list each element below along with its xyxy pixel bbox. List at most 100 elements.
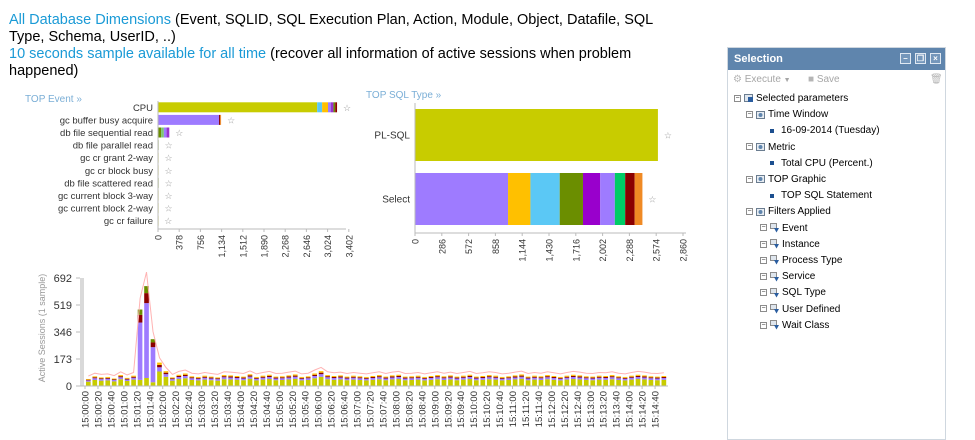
session-bar-segment (357, 378, 363, 381)
session-bar-segment (144, 293, 149, 304)
session-bar-segment (603, 378, 608, 380)
session-bar-segment (629, 375, 634, 377)
tree-node-16-09-2014-tuesday[interactable]: 16-09-2014 (Tuesday) (768, 124, 880, 138)
session-bar-segment (286, 376, 292, 378)
filter-icon (770, 239, 780, 249)
selection-tree: − Selected parameters − Time Window 16-09-20… (728, 92, 945, 352)
session-bar-segment (474, 377, 479, 379)
session-bar-segment (571, 375, 576, 378)
category-label: CPU (133, 103, 153, 114)
session-bar-segment (364, 376, 369, 378)
collapse-icon[interactable]: − (760, 305, 767, 313)
session-bar-segment (370, 377, 376, 379)
session-bar-segment (292, 374, 298, 376)
x-tick-label: 15:02:00 (158, 391, 169, 428)
session-bar-segment (215, 379, 220, 381)
ten-second-sample-link[interactable]: 10 seconds sample available for all time (9, 46, 267, 62)
save-button[interactable]: ■ Save (808, 70, 840, 90)
tree-node-process-type[interactable]: − Process Type (760, 254, 842, 268)
x-tick-label: 15:00:00 (81, 391, 92, 428)
session-bar-segment (558, 376, 563, 378)
session-bar-segment (189, 376, 195, 378)
collapse-icon[interactable]: − (746, 143, 753, 151)
tree-node-sql-type[interactable]: − SQL Type (760, 286, 826, 300)
all-database-dimensions-link[interactable]: All Database Dimensions (9, 12, 171, 28)
x-tick-label: 15:14:20 (638, 391, 649, 428)
collapse-icon[interactable]: − (760, 273, 767, 281)
star-icon: ☆ (175, 128, 183, 138)
tree-node-top-graphic[interactable]: − TOP Graphic (746, 173, 826, 187)
x-tick-label: 15:02:20 (171, 391, 182, 428)
session-bar-segment (344, 378, 350, 381)
collapse-icon[interactable]: − (746, 208, 753, 216)
session-bar-segment (486, 375, 492, 377)
session-bar-segment (273, 376, 279, 378)
restore-icon[interactable]: ❐ (915, 53, 926, 64)
tree-node-time-window[interactable]: − Time Window (746, 108, 828, 122)
x-tick-label: 15:06:00 (314, 391, 325, 428)
y-tick-label: 519 (54, 300, 72, 312)
session-bar-segment (344, 376, 350, 378)
chevron-down-icon: ▼ (783, 77, 791, 84)
x-tick-label: 2,574 (652, 239, 662, 262)
tree-node-user-defined[interactable]: − User Defined (760, 303, 840, 317)
session-bar-segment (616, 378, 621, 381)
tree-node-filters-applied[interactable]: − Filters Applied (746, 205, 831, 219)
session-bar-segment (292, 376, 298, 379)
session-bar-segment (137, 322, 143, 380)
tree-node-top-sql-statement[interactable]: TOP SQL Statement (768, 189, 872, 203)
session-bar-segment (564, 377, 570, 380)
top-event-title[interactable]: TOP Event » (25, 94, 82, 105)
minimize-icon[interactable]: – (900, 53, 911, 64)
session-bar-segment (454, 380, 460, 386)
collapse-icon[interactable]: − (760, 289, 767, 297)
collapse-icon[interactable]: − (760, 224, 767, 232)
trash-icon[interactable]: 🗑 (930, 74, 943, 85)
collapse-icon[interactable]: − (734, 94, 741, 102)
x-tick-label: 2,288 (625, 239, 635, 262)
session-bar-segment (124, 379, 130, 381)
session-bar-segment (493, 379, 499, 386)
session-bar-segment (170, 377, 175, 379)
session-bar-segment (532, 375, 537, 377)
collapse-icon[interactable]: − (760, 240, 767, 248)
tree-node-total-cpu-percent[interactable]: Total CPU (Percent.) (768, 157, 873, 171)
session-bar-segment (195, 376, 201, 378)
session-bar-segment (105, 376, 111, 378)
session-bar-segment (480, 378, 486, 380)
session-bar-segment (92, 376, 98, 378)
tree-node-instance[interactable]: − Instance (760, 238, 820, 252)
session-bar-segment (377, 379, 382, 386)
session-bar-segment (260, 375, 266, 377)
session-bar-segment (564, 376, 570, 378)
tree-node-selected-parameters[interactable]: − Selected parameters (734, 92, 848, 106)
collapse-icon[interactable]: − (760, 321, 767, 329)
collapse-icon[interactable]: − (746, 175, 753, 183)
collapse-icon[interactable]: − (746, 111, 753, 119)
bar-segment (163, 127, 167, 138)
category-label: gc current block 2-way (58, 204, 153, 215)
session-bar-segment (655, 378, 660, 381)
close-icon[interactable]: × (930, 53, 941, 64)
tree-node-event[interactable]: − Event (760, 222, 808, 236)
bullet-icon (770, 161, 774, 166)
session-bar-segment (111, 381, 117, 386)
session-bar-segment (506, 380, 511, 386)
category-label: PL-SQL (374, 131, 410, 142)
tree-node-wait-class[interactable]: − Wait Class (760, 319, 829, 333)
x-tick-label: 15:07:00 (353, 391, 364, 428)
x-tick-label: 15:05:00 (275, 391, 286, 428)
top-sql-type-title[interactable]: TOP SQL Type » (366, 90, 442, 101)
tree-node-metric[interactable]: − Metric (746, 141, 795, 155)
collapse-icon[interactable]: − (760, 256, 767, 264)
tree-node-service[interactable]: − Service (760, 270, 815, 284)
session-bar-segment (208, 380, 214, 386)
session-bar-segment (467, 375, 473, 378)
session-bar-segment (228, 376, 233, 378)
session-bar-segment (655, 380, 660, 386)
execute-button[interactable]: ⚙ Execute ▼ (733, 70, 791, 91)
session-bar-segment (389, 379, 395, 386)
session-bar-segment (208, 377, 214, 379)
gear-icon: ⚙ (733, 74, 742, 85)
session-bar-segment (383, 378, 389, 381)
